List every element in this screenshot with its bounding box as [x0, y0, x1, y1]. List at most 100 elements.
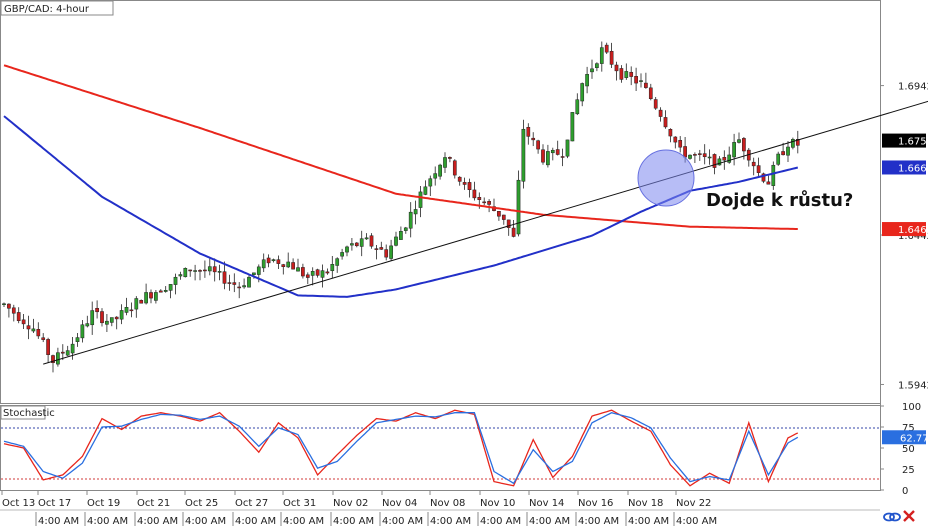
candle [129, 309, 134, 312]
candle [163, 290, 168, 292]
candle [2, 303, 6, 305]
candle [105, 320, 109, 325]
candle [36, 329, 41, 337]
price-badge [882, 222, 926, 237]
time-tick-label: Nov 22 [676, 498, 711, 509]
candle [139, 300, 144, 304]
candle [467, 182, 472, 190]
candle [644, 82, 648, 88]
price-pane [0, 0, 881, 404]
candle [305, 274, 310, 278]
candle [124, 307, 129, 313]
candle [448, 157, 452, 159]
stoch-tick-label: 50 [902, 444, 915, 455]
time-sub-label: 4:00 AM [38, 516, 79, 527]
candle [732, 142, 736, 158]
candle [516, 179, 521, 235]
time-sub-label: 4:00 AM [628, 516, 669, 527]
stoch-tick-label: 25 [902, 465, 915, 476]
candle [526, 126, 531, 137]
candle [114, 316, 119, 320]
time-tick-label: Oct 21 [137, 498, 170, 509]
candle [315, 269, 320, 276]
time-sub-label: 4:00 AM [283, 516, 324, 527]
candle [364, 237, 369, 240]
price-tick-label: 1.6942 [898, 82, 928, 93]
candle [359, 238, 364, 247]
candle [296, 267, 300, 272]
time-tick-label: Oct 25 [185, 498, 218, 509]
candle [658, 109, 663, 117]
candle [242, 285, 246, 288]
candle [335, 258, 340, 266]
candle [134, 298, 139, 310]
price-badge-label: 1.6462 [898, 225, 928, 236]
candle [193, 270, 197, 272]
candle [354, 242, 359, 247]
candle [771, 164, 776, 186]
candle [51, 355, 55, 363]
candle [776, 153, 781, 165]
candle [737, 139, 741, 143]
price-tick-label: 1.6442 [898, 231, 928, 242]
candle [595, 63, 599, 68]
candle [791, 139, 795, 148]
stoch-badge-label: 62.77 [900, 433, 928, 444]
candle [418, 191, 423, 208]
candle [403, 227, 408, 231]
time-tick-label: Nov 18 [628, 498, 663, 509]
candle [634, 75, 638, 84]
candle [389, 245, 393, 259]
candle [379, 247, 384, 250]
candle [256, 266, 261, 275]
time-tick-label: Oct 13 [2, 498, 35, 509]
candle [345, 246, 349, 253]
candle [158, 290, 163, 293]
link-icon[interactable] [883, 512, 901, 522]
candle [786, 146, 790, 156]
candle [756, 165, 761, 173]
candle [227, 282, 232, 284]
candle [531, 137, 536, 141]
candle [546, 151, 550, 166]
candle [144, 292, 148, 304]
candle [599, 47, 604, 64]
time-tick-label: Oct 17 [38, 498, 71, 509]
candle [438, 164, 442, 177]
price-badge-label: 1.6668 [898, 163, 928, 174]
stochastic-axis: 100 75 50 25 0 [880, 402, 921, 497]
candle [374, 248, 379, 250]
stochastic-label: Stochastic [3, 408, 55, 419]
candle [310, 271, 315, 276]
candle [65, 350, 70, 356]
time-sub-label: 4:00 AM [87, 516, 128, 527]
candle [702, 153, 707, 158]
candle [639, 80, 643, 82]
stoch-tick-label: 75 [902, 423, 915, 434]
candle [653, 99, 658, 109]
candle [673, 136, 678, 143]
price-tick-label: 1.5942 [898, 380, 928, 391]
candle [198, 270, 202, 272]
candle [217, 271, 222, 273]
candle [452, 160, 457, 176]
time-axis: Oct 13 Oct 17 Oct 19 Oct 21 Oct 25 Oct 27 Oct … [0, 491, 880, 527]
time-sub-label: 4:00 AM [137, 516, 178, 527]
candle [457, 176, 462, 182]
candle [506, 219, 511, 228]
close-icon[interactable] [903, 510, 915, 522]
candle [183, 268, 188, 278]
candle [541, 149, 545, 163]
candle [212, 266, 217, 273]
candle [742, 138, 746, 152]
candle [247, 276, 251, 288]
moving-average-1 [3, 64, 798, 230]
stochastic-lines-layer [3, 409, 799, 487]
candle [550, 149, 555, 154]
annotation-text: Dojde k růstu? [706, 189, 853, 211]
time-tick-label: Nov 04 [382, 498, 417, 509]
candle [261, 259, 266, 269]
candle [428, 178, 433, 187]
candle [707, 156, 712, 159]
candle [487, 201, 491, 205]
